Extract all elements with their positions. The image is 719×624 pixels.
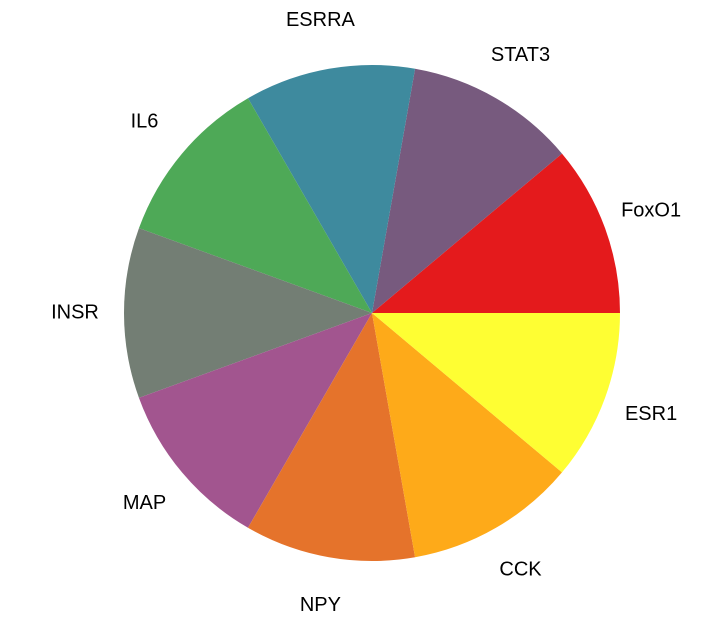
slice-label: MAP (123, 492, 166, 514)
slice-label: INSR (51, 301, 99, 323)
slice-label: CCK (499, 558, 542, 580)
slice-label: STAT3 (491, 44, 550, 66)
slice-label: IL6 (131, 110, 159, 132)
pie-slice (138, 98, 372, 313)
pie-slice (123, 228, 372, 398)
pie-slice (372, 313, 620, 473)
pie-slice (372, 153, 620, 313)
pie-slice (372, 68, 562, 314)
slice-label: NPY (300, 594, 341, 616)
pie-slice (372, 313, 562, 558)
pie-slice (138, 313, 372, 528)
pie-slice (248, 65, 416, 313)
slice-label: ESRRA (286, 9, 356, 31)
slice-label: ESR1 (625, 403, 677, 425)
pie-slice (248, 313, 416, 561)
slice-label: FoxO1 (621, 200, 681, 222)
